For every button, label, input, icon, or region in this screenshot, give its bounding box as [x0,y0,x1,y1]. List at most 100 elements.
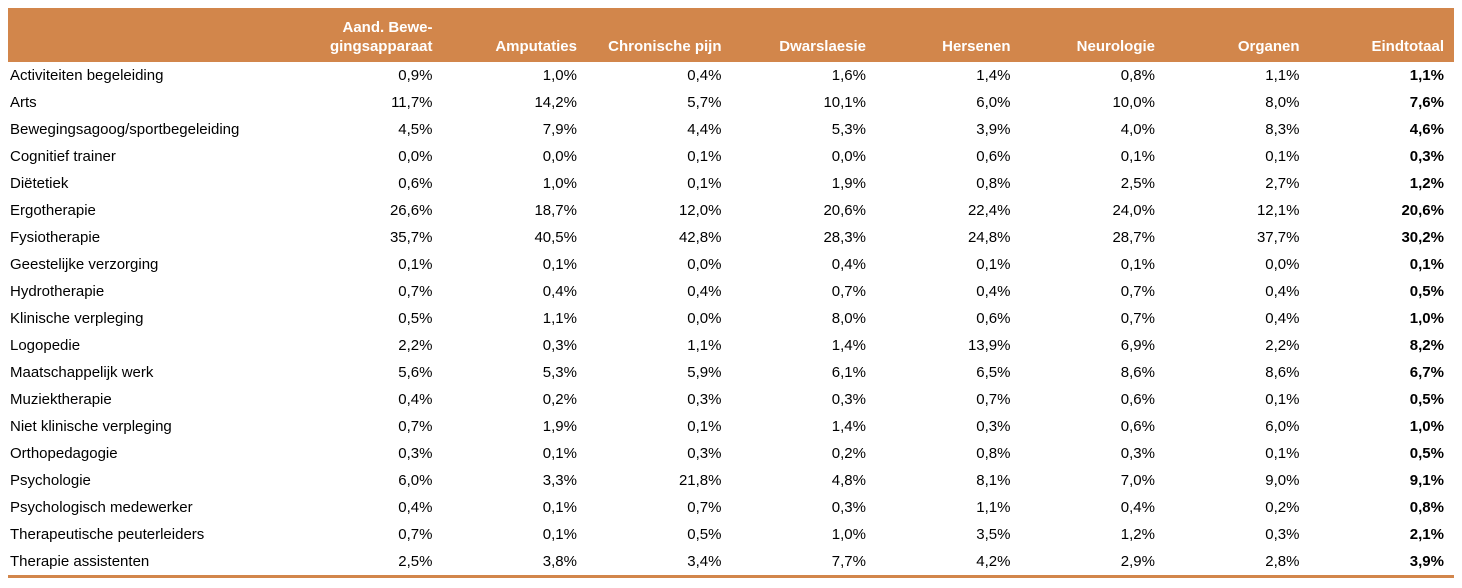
value-cell: 2,5% [1120,175,1155,192]
value-cell: 0,1% [687,418,722,435]
value-cell: 0,1% [687,148,722,165]
value-cell: 0,1% [542,526,577,543]
value-cell: 0,7% [1120,310,1155,327]
value-cell: 0,1% [1265,445,1300,462]
column-header: Aand. Bewe- gingsapparaat [298,8,443,62]
table-row: Cognitief trainer 0,0% 0,0% 0,1% 0,0% 0,6% 0,1… [8,143,1454,170]
value-cell: 0,2% [542,391,577,408]
value-cell: 1,1% [542,310,577,327]
column-header: Eindtotaal [1309,8,1454,62]
value-cell: 1,0% [831,526,866,543]
row-label: Bewegingsagoog/sportbegeleiding [10,121,240,138]
row-label: Hydrotherapie [10,283,105,300]
value-cell: 0,3% [687,445,722,462]
column-header: Amputaties [442,8,587,62]
value-cell: 28,7% [1112,229,1155,246]
row-label: Arts [10,94,37,111]
value-cell: 0,1% [1265,148,1300,165]
table-row: Ergotherapie 26,6% 18,7% 12,0% 20,6% 22,4% 24,… [8,197,1454,224]
value-cell: 0,2% [831,445,866,462]
value-cell: 12,0% [678,202,722,219]
value-cell: 11,7% [391,94,433,111]
value-cell: 4,2% [976,553,1011,570]
value-cell: 0,0% [542,148,577,165]
value-cell: 9,0% [1265,472,1300,489]
value-cell: 0,8% [1120,67,1155,84]
value-cell: 7,0% [1120,472,1155,489]
value-cell: 0,1% [398,256,433,273]
value-cell: 0,4% [1265,283,1300,300]
value-cell: 0,7% [976,391,1011,408]
value-cell: 18,7% [534,202,577,219]
row-total-cell: 0,5% [1409,391,1444,408]
value-cell: 8,0% [831,310,866,327]
value-cell: 2,7% [1265,175,1300,192]
value-cell: 0,0% [398,148,433,165]
value-cell: 0,1% [542,445,577,462]
row-label: Activiteiten begeleiding [10,67,164,84]
value-cell: 0,4% [687,67,722,84]
value-cell: 6,0% [1265,418,1300,435]
row-label: Therapeutische peuterleiders [10,526,205,543]
table-body: Activiteiten begeleiding 0,9% 1,0% 0,4% 1,6%… [8,62,1454,577]
row-label: Fysiotherapie [10,229,101,246]
table-row: Diëtetiek 0,6% 1,0% 0,1% 1,9% 0,8% 2,5% 2,7% 1,2… [8,170,1454,197]
value-cell: 1,4% [976,67,1011,84]
value-cell: 0,6% [1120,391,1155,408]
value-cell: 0,4% [542,283,577,300]
column-header: Dwarslaesie [731,8,876,62]
column-header: Hersenen [876,8,1021,62]
value-cell: 3,5% [976,526,1011,543]
value-cell: 35,7% [389,229,433,246]
pivot-table: Aand. Bewe- gingsapparaat Amputaties Chron… [8,8,1454,578]
value-cell: 1,0% [542,175,577,192]
value-cell: 37,7% [1256,229,1300,246]
value-cell: 6,0% [976,94,1011,111]
value-cell: 1,9% [542,418,577,435]
table-row: Arts 11,7% 14,2% 5,7% 10,1% 6,0% 10,0% 8,0% 7,6% [8,89,1454,116]
value-cell: 12,1% [1256,202,1300,219]
value-cell: 3,9% [976,121,1011,138]
value-cell: 5,7% [687,94,722,111]
table-row: Niet klinische verpleging 0,7% 1,9% 0,1% 1,4… [8,413,1454,440]
corner-header [8,8,298,62]
value-cell: 4,8% [831,472,866,489]
value-cell: 0,7% [398,418,433,435]
value-cell: 0,3% [1120,445,1155,462]
column-header: Neurologie [1020,8,1165,62]
row-total-cell: 7,6% [1409,94,1444,111]
row-total-cell: 20,6% [1401,202,1444,219]
value-cell: 7,7% [831,553,866,570]
row-total-cell: 0,1% [1409,256,1444,273]
value-cell: 0,6% [976,310,1011,327]
row-label: Logopedie [10,337,81,354]
row-label: Geestelijke verzorging [10,256,159,273]
value-cell: 1,0% [542,67,577,84]
value-cell: 0,3% [831,499,866,516]
value-cell: 0,4% [1265,310,1300,327]
value-cell: 0,1% [1120,256,1155,273]
value-cell: 2,2% [1265,337,1300,354]
column-header: Organen [1165,8,1310,62]
value-cell: 3,8% [542,553,577,570]
value-cell: 8,0% [1265,94,1300,111]
value-cell: 6,0% [398,472,433,489]
value-cell: 0,7% [687,499,722,516]
value-cell: 20,6% [823,202,866,219]
value-cell: 6,1% [831,364,866,381]
value-cell: 28,3% [823,229,866,246]
value-cell: 1,1% [687,337,722,354]
row-label: Cognitief trainer [10,148,116,165]
value-cell: 4,5% [398,121,433,138]
value-cell: 0,7% [398,526,433,543]
row-label: Niet klinische verpleging [10,418,172,435]
row-total-cell: 2,1% [1409,526,1444,543]
value-cell: 21,8% [678,472,722,489]
table-row: Orthopedagogie 0,3% 0,1% 0,3% 0,2% 0,8% 0,3% 0,… [8,440,1454,467]
value-cell: 1,6% [831,67,866,84]
value-cell: 0,3% [398,445,433,462]
row-label: Psychologie [10,472,91,489]
value-cell: 14,2% [534,94,577,111]
value-cell: 8,6% [1120,364,1155,381]
